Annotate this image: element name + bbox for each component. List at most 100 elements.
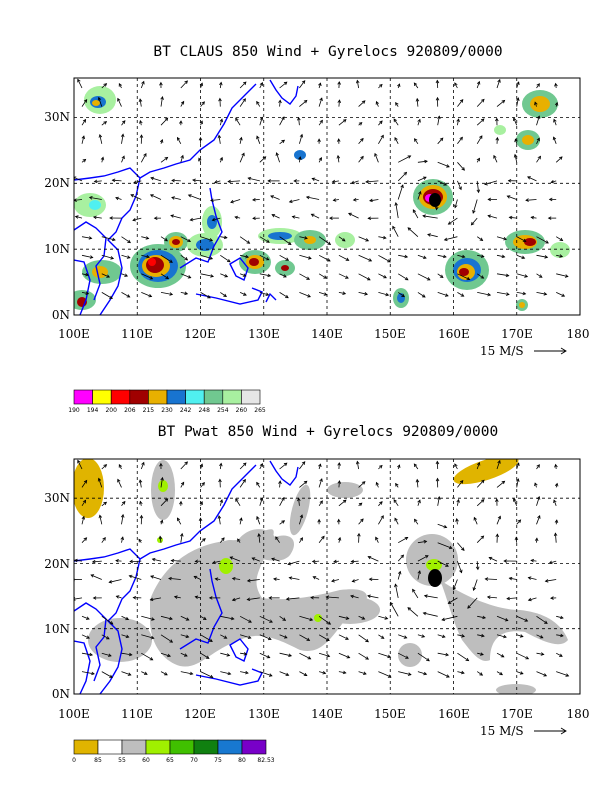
wind-vector-head bbox=[171, 178, 175, 183]
wind-vector-head bbox=[437, 495, 441, 500]
colorbar-swatch bbox=[193, 739, 219, 755]
wind-vector-head bbox=[149, 597, 154, 602]
wind-vector-head bbox=[327, 258, 331, 262]
wind-vector-head bbox=[480, 535, 485, 540]
wind-vector-head bbox=[493, 154, 497, 159]
wind-vector bbox=[247, 597, 260, 600]
wind-vector-head bbox=[516, 97, 520, 102]
wind-vector bbox=[509, 577, 517, 580]
wind-vector-head bbox=[150, 635, 155, 640]
wind-vector-head bbox=[356, 79, 360, 84]
wind-vector-head bbox=[74, 215, 79, 219]
colorbar-swatch bbox=[121, 739, 147, 755]
wind-vector-head bbox=[473, 516, 477, 521]
wind-vector-head bbox=[465, 657, 470, 662]
wind-vector-head bbox=[246, 578, 251, 583]
wind-vector-head bbox=[412, 588, 416, 593]
wind-vector bbox=[437, 292, 449, 297]
wind-vector-head bbox=[326, 637, 330, 642]
wind-vector-head bbox=[242, 81, 247, 86]
wind-vector bbox=[219, 82, 222, 89]
wind-vector-head bbox=[534, 482, 538, 487]
wind-vector-head bbox=[437, 115, 441, 120]
wind-vector-head bbox=[342, 291, 347, 295]
wind-vector bbox=[417, 570, 421, 580]
wind-vector-head bbox=[325, 595, 330, 599]
wind-vector-head bbox=[150, 176, 154, 181]
colorbar-swatch bbox=[241, 739, 267, 755]
wind-vector bbox=[509, 216, 517, 219]
wind-vector-head bbox=[395, 482, 399, 487]
wind-vector bbox=[556, 273, 568, 277]
wind-vector bbox=[326, 596, 339, 599]
wind-vector bbox=[81, 136, 85, 144]
x-tick-label: 100E bbox=[58, 707, 90, 721]
wind-vector-head bbox=[312, 576, 317, 580]
wind-vector-head bbox=[299, 537, 303, 541]
wind-vector-head bbox=[506, 596, 511, 601]
wind-vector-head bbox=[479, 237, 484, 241]
wind-vector bbox=[437, 496, 440, 506]
wind-vector bbox=[141, 671, 148, 675]
wind-vector bbox=[239, 98, 246, 107]
wind-vector-head bbox=[345, 636, 349, 640]
wind-vector-head bbox=[266, 239, 270, 243]
wind-vector-head bbox=[345, 275, 349, 279]
wind-vector bbox=[332, 180, 339, 183]
wind-vector-head bbox=[126, 255, 131, 259]
wind-vector-head bbox=[472, 587, 476, 592]
y-tick-label: 10N bbox=[44, 622, 70, 636]
wind-vector-head bbox=[480, 499, 485, 503]
wind-vector bbox=[159, 536, 162, 543]
wind-vector-head bbox=[480, 254, 485, 258]
wind-vector-head bbox=[221, 537, 225, 541]
wind-vector-head bbox=[358, 122, 363, 126]
wind-vector-head bbox=[479, 672, 484, 676]
wind-vector bbox=[358, 615, 365, 620]
wind-vector-head bbox=[210, 274, 215, 278]
wind-vector-head bbox=[110, 256, 115, 260]
wind-vector-head bbox=[392, 225, 396, 230]
wind-vector-head bbox=[198, 136, 203, 141]
wind-vector-head bbox=[421, 634, 426, 638]
wind-vector bbox=[338, 292, 346, 295]
wind-vector bbox=[192, 179, 201, 182]
wind-vector bbox=[141, 634, 154, 639]
wind-vector bbox=[273, 578, 280, 580]
wind-vector bbox=[527, 176, 537, 182]
wind-vector bbox=[210, 199, 221, 201]
wind-vector-head bbox=[337, 138, 341, 142]
wind-vector bbox=[81, 516, 85, 525]
wind-vector bbox=[121, 292, 130, 298]
wind-vector-head bbox=[180, 154, 184, 159]
wind-vector bbox=[338, 652, 350, 659]
wind-vector-head bbox=[387, 654, 392, 659]
wind-vector bbox=[496, 480, 505, 488]
wind-vector bbox=[417, 119, 421, 126]
wind-vector bbox=[437, 523, 447, 528]
wind-vector bbox=[437, 254, 447, 258]
wind-vector bbox=[528, 577, 537, 580]
wind-vector-head bbox=[445, 563, 449, 567]
wind-vector-head bbox=[351, 579, 356, 583]
wind-vector-head bbox=[77, 459, 81, 464]
wind-vector bbox=[101, 254, 114, 259]
wind-vector bbox=[279, 634, 288, 639]
wind-vector bbox=[259, 671, 273, 677]
wind-vector-head bbox=[127, 672, 132, 676]
wind-vector bbox=[121, 652, 132, 656]
wind-vector bbox=[448, 217, 458, 225]
wind-vector bbox=[275, 536, 280, 543]
y-axis-ticks: 0N 10N 20N 30N bbox=[44, 491, 70, 701]
wind-vector-head bbox=[403, 635, 408, 639]
wind-vector-head bbox=[527, 176, 531, 180]
wind-vector bbox=[239, 615, 252, 623]
wind-vector bbox=[121, 254, 131, 259]
wind-vector-head bbox=[321, 535, 325, 540]
wind-vector-head bbox=[103, 121, 108, 125]
wind-vector-head bbox=[548, 560, 553, 565]
wind-vector bbox=[476, 236, 483, 241]
wind-vector-head bbox=[423, 255, 427, 259]
wind-vector-head bbox=[271, 557, 275, 561]
wind-vector-head bbox=[364, 292, 368, 296]
